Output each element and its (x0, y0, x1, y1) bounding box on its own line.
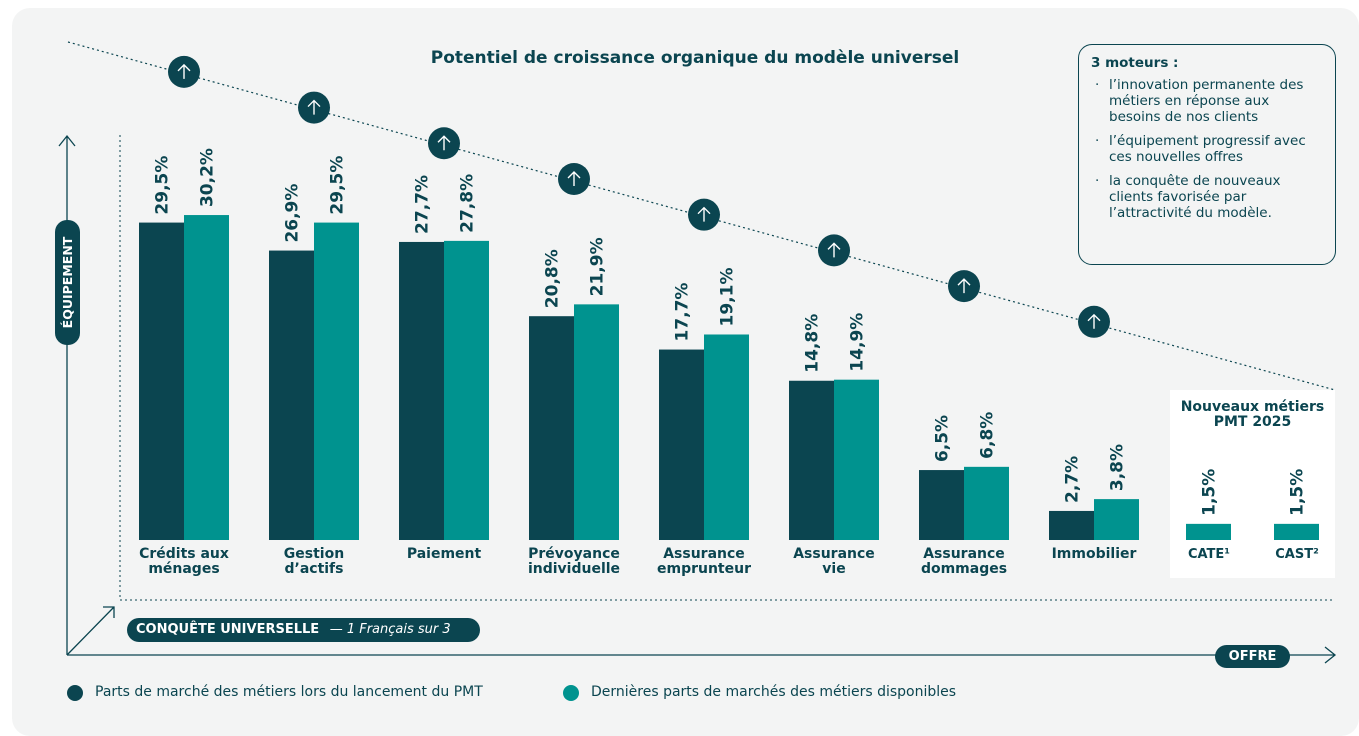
bar (789, 380, 834, 540)
conquest-note: — 1 Français sur 3 (329, 622, 451, 637)
new-jobs-title: Nouveaux métiers PMT 2025 (1180, 399, 1325, 430)
diagonal-axis (66, 606, 115, 656)
legend-swatch (563, 685, 579, 701)
bar (314, 222, 359, 540)
bar (1274, 523, 1319, 540)
x-axis-label: OFFRE (1215, 645, 1290, 668)
value-label: 6,5% (933, 415, 953, 462)
legend-label: Parts de marché des métiers lors du lanc… (95, 684, 483, 700)
bar (529, 316, 574, 540)
growth-arrow (827, 242, 841, 258)
x-tick-label: Assurance vie (793, 546, 875, 577)
value-label: 19,1% (718, 267, 738, 326)
growth-arrow (437, 135, 451, 151)
motors-box: 3 moteurs : l’innovation permanente des … (1078, 44, 1336, 265)
x-tick-label: Prévoyance individuelle (527, 546, 621, 577)
value-label: 29,5% (153, 156, 173, 215)
value-label: 21,9% (588, 237, 608, 296)
growth-arrow (1087, 313, 1101, 329)
conquest-label: CONQUÊTE UNIVERSELLE (136, 622, 320, 637)
y-axis-pill (55, 220, 80, 345)
value-label: 27,7% (413, 175, 433, 234)
growth-arrow (697, 206, 711, 222)
chart-title: Potentiel de croissance organique du mod… (430, 48, 960, 68)
bar (964, 466, 1009, 540)
bar (1049, 510, 1094, 540)
bar (184, 215, 229, 540)
bar (659, 349, 704, 540)
legend-swatch (67, 685, 83, 701)
conquest-pill: CONQUÊTE UNIVERSELLE — 1 Français sur 3 (127, 618, 480, 642)
value-label: 2,7% (1063, 456, 1083, 503)
motor-item: l’équipement progressif avec ces nouvell… (1091, 133, 1323, 165)
value-label: 30,2% (198, 148, 218, 207)
motor-item: l’innovation permanente des métiers en r… (1091, 77, 1323, 125)
growth-arrow (307, 99, 321, 115)
motor-item: la conquête de nouveaux clients favorisé… (1091, 173, 1323, 221)
x-tick-label: Assurance dommages (920, 546, 1008, 577)
value-label: 29,5% (328, 156, 348, 215)
x-tick-label: Crédits aux ménages (139, 546, 229, 577)
x-tick-label: Paiement (406, 546, 482, 562)
bar (399, 241, 444, 540)
x-tick-label: Gestion d’actifs (283, 546, 345, 577)
bar (1094, 499, 1139, 540)
x-tick-label: CAST² (1275, 547, 1319, 562)
legend-label: Dernières parts de marchés des métiers d… (591, 684, 957, 700)
bar (269, 250, 314, 540)
marks: 29,5% 30,2% 26,9% 29,5% 27,7% 27,8% 20,8% 21,9%… (139, 55, 1319, 540)
growth-arrow (957, 278, 971, 294)
value-label: 3,8% (1108, 444, 1128, 491)
value-label: 14,8% (803, 314, 823, 373)
growth-arrow (177, 63, 191, 79)
bar (834, 379, 879, 540)
bar (704, 334, 749, 540)
y-axis (58, 134, 76, 655)
bar (574, 304, 619, 540)
motors-title: 3 moteurs : (1091, 55, 1179, 71)
value-label: 20,8% (543, 249, 563, 308)
bar (139, 222, 184, 540)
x-tick-label: Assurance emprunteur (656, 546, 751, 577)
growth-arrow (567, 170, 581, 186)
x-tick-label: CATE¹ (1187, 547, 1231, 562)
value-label: 6,8% (978, 412, 998, 459)
new-jobs-panel (1170, 390, 1335, 578)
bar (444, 240, 489, 540)
bar (1186, 523, 1231, 540)
x-tick-label: Immobilier (1051, 546, 1137, 562)
y-axis-label: ÉQUIPEMENT (60, 236, 75, 328)
value-label: 27,8% (458, 174, 478, 233)
bar (919, 470, 964, 540)
x-axis (67, 646, 1337, 664)
value-label: 26,9% (283, 184, 303, 243)
value-label: 17,7% (673, 283, 693, 342)
value-label: 1,5% (1288, 469, 1308, 516)
value-label: 14,9% (848, 313, 868, 372)
value-label: 1,5% (1200, 469, 1220, 516)
